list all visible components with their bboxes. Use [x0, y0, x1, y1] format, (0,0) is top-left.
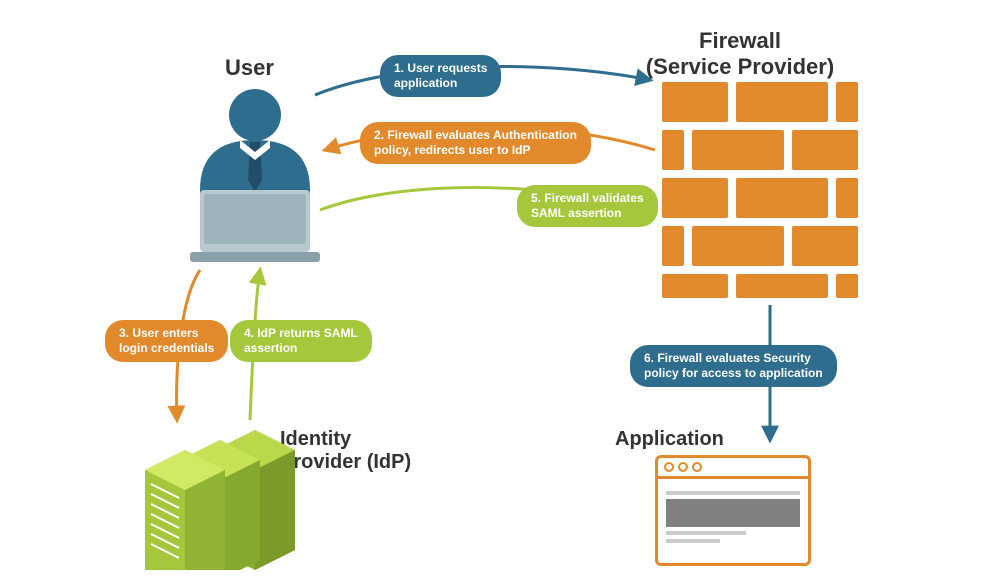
step-6-label: 6. Firewall evaluates Security policy fo… — [630, 345, 837, 387]
firewall-title: Firewall (Service Provider) — [620, 28, 860, 80]
app-content-line — [666, 531, 746, 535]
step-5-label: 5. Firewall validates SAML assertion — [517, 185, 658, 227]
application-icon — [655, 455, 811, 566]
app-content-line — [666, 539, 720, 543]
idp-icon — [145, 430, 305, 570]
step-1-label: 1. User requests application — [380, 55, 501, 97]
user-icon — [170, 80, 340, 270]
app-content-block — [666, 499, 800, 527]
step-2-label: 2. Firewall evaluates Authentication pol… — [360, 122, 591, 164]
firewall-icon — [660, 80, 860, 300]
app-window-dot — [678, 462, 688, 472]
app-window-titlebar — [658, 458, 808, 479]
app-window-body — [658, 479, 808, 555]
app-content-line — [666, 491, 800, 495]
step-3-label: 3. User enters login credentials — [105, 320, 228, 362]
app-window-dot — [664, 462, 674, 472]
user-title: User — [225, 55, 274, 81]
step-4-label: 4. IdP returns SAML assertion — [230, 320, 372, 362]
app-window-dot — [692, 462, 702, 472]
app-title: Application — [615, 428, 724, 451]
